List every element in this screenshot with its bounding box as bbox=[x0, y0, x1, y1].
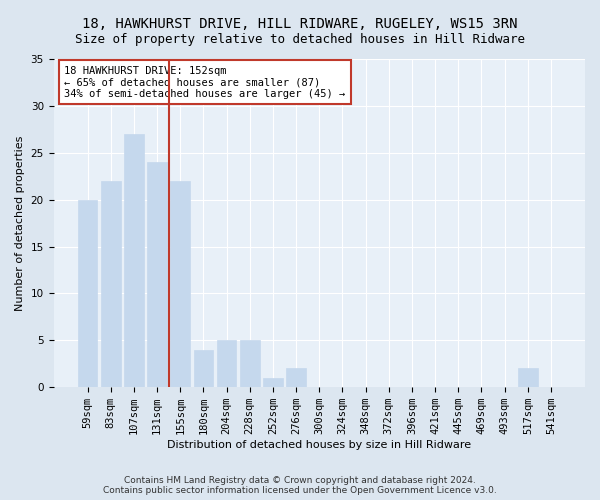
Bar bbox=[77, 200, 97, 387]
Bar bbox=[170, 181, 190, 387]
Y-axis label: Number of detached properties: Number of detached properties bbox=[15, 136, 25, 311]
X-axis label: Distribution of detached houses by size in Hill Ridware: Distribution of detached houses by size … bbox=[167, 440, 472, 450]
Bar bbox=[518, 368, 538, 387]
Bar bbox=[194, 350, 213, 387]
Bar bbox=[263, 378, 283, 387]
Text: 18 HAWKHURST DRIVE: 152sqm
← 65% of detached houses are smaller (87)
34% of semi: 18 HAWKHURST DRIVE: 152sqm ← 65% of deta… bbox=[64, 66, 346, 99]
Bar bbox=[101, 181, 121, 387]
Bar bbox=[124, 134, 144, 387]
Text: 18, HAWKHURST DRIVE, HILL RIDWARE, RUGELEY, WS15 3RN: 18, HAWKHURST DRIVE, HILL RIDWARE, RUGEL… bbox=[82, 18, 518, 32]
Bar bbox=[147, 162, 167, 387]
Text: Size of property relative to detached houses in Hill Ridware: Size of property relative to detached ho… bbox=[75, 32, 525, 46]
Bar bbox=[240, 340, 260, 387]
Text: Contains HM Land Registry data © Crown copyright and database right 2024.
Contai: Contains HM Land Registry data © Crown c… bbox=[103, 476, 497, 495]
Bar bbox=[217, 340, 236, 387]
Bar bbox=[286, 368, 306, 387]
